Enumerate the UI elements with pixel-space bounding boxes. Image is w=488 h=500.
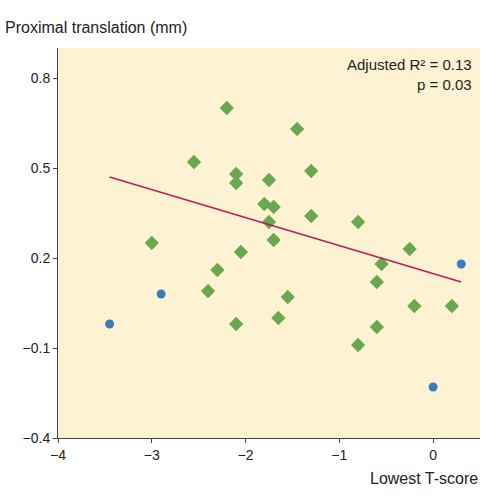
- svg-text:−3: −3: [144, 447, 160, 463]
- svg-text:0: 0: [429, 447, 437, 463]
- svg-text:Lowest T-score: Lowest T-score: [370, 470, 478, 487]
- svg-text:0.8: 0.8: [31, 70, 51, 86]
- svg-text:−4: −4: [50, 447, 66, 463]
- svg-text:0.5: 0.5: [31, 160, 51, 176]
- svg-text:0.2: 0.2: [31, 250, 51, 266]
- svg-text:Proximal translation (mm): Proximal translation (mm): [5, 19, 187, 36]
- svg-text:−2: −2: [238, 447, 254, 463]
- svg-text:−0.1: −0.1: [23, 340, 51, 356]
- svg-text:−0.4: −0.4: [23, 430, 51, 446]
- svg-text:−1: −1: [331, 447, 347, 463]
- svg-text:Adjusted R² = 0.13p = 0.03: Adjusted R² = 0.13p = 0.03: [347, 56, 472, 93]
